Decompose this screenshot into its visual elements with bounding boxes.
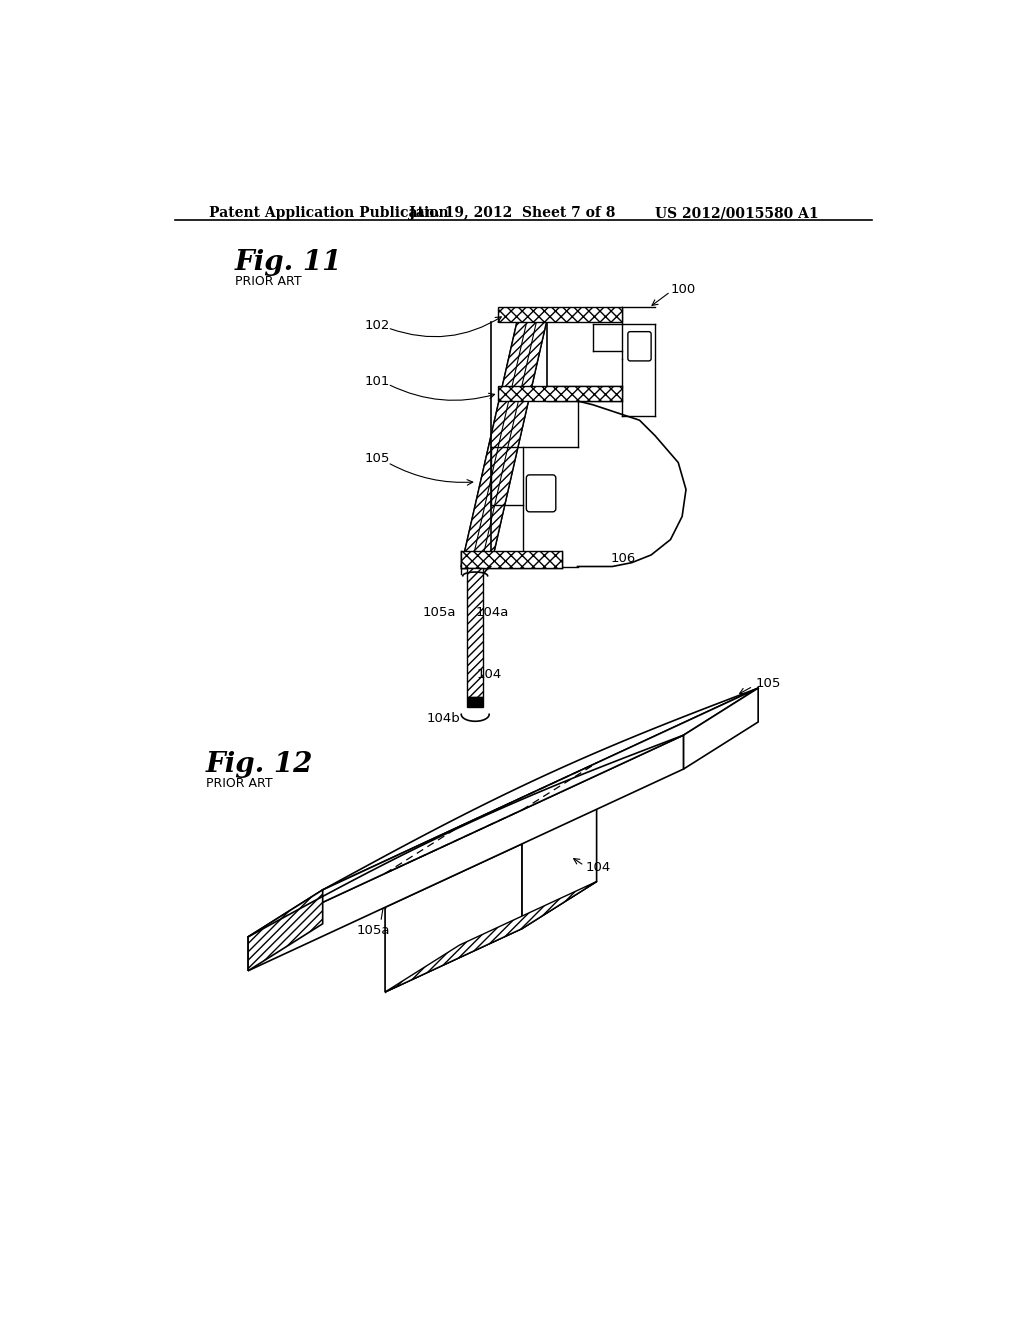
Text: 104a: 104a <box>475 606 509 619</box>
Text: 105: 105 <box>756 677 781 690</box>
Polygon shape <box>684 688 758 770</box>
Polygon shape <box>461 322 547 566</box>
Polygon shape <box>385 882 597 993</box>
Text: 104: 104 <box>586 862 611 874</box>
Text: 105a: 105a <box>423 606 456 619</box>
Text: 106: 106 <box>611 552 636 565</box>
Text: PRIOR ART: PRIOR ART <box>206 777 272 791</box>
Polygon shape <box>499 308 622 322</box>
Polygon shape <box>385 882 597 993</box>
Text: US 2012/0015580 A1: US 2012/0015580 A1 <box>655 206 818 220</box>
Text: Fig. 12: Fig. 12 <box>206 751 313 779</box>
Text: 104: 104 <box>477 668 502 681</box>
Text: 100: 100 <box>671 282 695 296</box>
Text: 105: 105 <box>365 453 390 465</box>
Text: 101: 101 <box>365 375 390 388</box>
Polygon shape <box>467 568 483 697</box>
Polygon shape <box>461 552 562 568</box>
Text: 102: 102 <box>365 319 390 333</box>
Polygon shape <box>522 797 597 928</box>
Polygon shape <box>385 843 522 993</box>
Text: Jan. 19, 2012  Sheet 7 of 8: Jan. 19, 2012 Sheet 7 of 8 <box>409 206 615 220</box>
Text: 104b: 104b <box>426 713 460 726</box>
Polygon shape <box>248 890 323 970</box>
Text: Fig. 11: Fig. 11 <box>234 249 342 276</box>
Polygon shape <box>499 385 622 401</box>
FancyBboxPatch shape <box>526 475 556 512</box>
Polygon shape <box>248 688 758 937</box>
FancyBboxPatch shape <box>628 331 651 360</box>
Text: 104a: 104a <box>527 795 561 808</box>
Text: Patent Application Publication: Patent Application Publication <box>209 206 449 220</box>
Text: PRIOR ART: PRIOR ART <box>234 276 302 289</box>
Polygon shape <box>248 735 684 970</box>
Text: 105a: 105a <box>356 924 390 937</box>
Polygon shape <box>467 697 483 706</box>
